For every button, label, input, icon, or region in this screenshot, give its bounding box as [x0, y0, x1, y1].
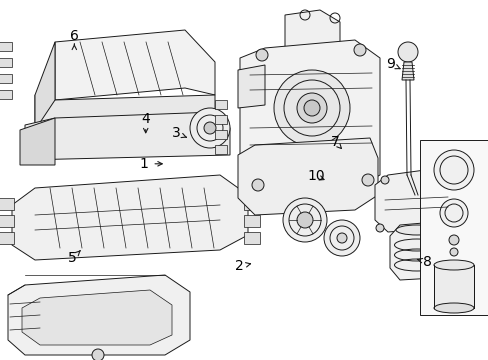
Bar	[244, 215, 260, 227]
Polygon shape	[20, 118, 55, 165]
Bar	[0, 232, 14, 244]
Polygon shape	[433, 265, 473, 308]
Circle shape	[273, 70, 349, 146]
Polygon shape	[22, 290, 172, 345]
Bar	[0, 58, 12, 67]
Bar	[419, 140, 487, 315]
Text: 7: 7	[330, 135, 339, 149]
Circle shape	[448, 235, 458, 245]
Text: 1: 1	[140, 157, 148, 171]
Circle shape	[447, 221, 455, 229]
Polygon shape	[12, 175, 247, 260]
Bar	[215, 145, 226, 154]
Circle shape	[397, 42, 417, 62]
Circle shape	[203, 122, 216, 134]
Circle shape	[353, 44, 365, 56]
Bar	[215, 130, 226, 139]
Text: 8: 8	[423, 255, 431, 269]
Bar	[0, 90, 12, 99]
Circle shape	[439, 199, 467, 227]
Circle shape	[251, 179, 264, 191]
Ellipse shape	[395, 225, 437, 235]
Circle shape	[283, 198, 326, 242]
Polygon shape	[35, 95, 215, 130]
Polygon shape	[55, 30, 215, 100]
Bar	[215, 100, 226, 109]
Circle shape	[449, 248, 457, 256]
Circle shape	[445, 171, 453, 179]
Polygon shape	[240, 40, 379, 192]
Polygon shape	[389, 222, 444, 280]
Circle shape	[336, 233, 346, 243]
Bar	[244, 198, 260, 210]
Circle shape	[296, 212, 312, 228]
Polygon shape	[238, 138, 377, 215]
Text: 4: 4	[141, 112, 150, 126]
Polygon shape	[285, 10, 339, 50]
Bar	[244, 232, 260, 244]
Bar	[0, 215, 14, 227]
Circle shape	[380, 176, 388, 184]
Polygon shape	[25, 112, 229, 160]
Circle shape	[361, 174, 373, 186]
Polygon shape	[8, 275, 190, 355]
Bar	[0, 198, 14, 210]
Circle shape	[324, 220, 359, 256]
Circle shape	[296, 93, 326, 123]
Circle shape	[92, 349, 104, 360]
Text: 2: 2	[235, 260, 244, 273]
Polygon shape	[35, 42, 55, 130]
Bar	[0, 74, 12, 83]
Text: 10: 10	[306, 170, 324, 183]
Text: 3: 3	[171, 126, 180, 140]
Bar	[0, 42, 12, 51]
Text: 6: 6	[70, 29, 79, 43]
Polygon shape	[238, 65, 264, 108]
Bar	[215, 115, 226, 124]
Ellipse shape	[433, 303, 473, 313]
Circle shape	[304, 100, 319, 116]
Polygon shape	[374, 168, 454, 232]
Circle shape	[190, 108, 229, 148]
Ellipse shape	[433, 260, 473, 270]
Circle shape	[256, 49, 267, 61]
Text: 9: 9	[385, 57, 394, 71]
Text: 5: 5	[68, 252, 77, 265]
Circle shape	[375, 224, 383, 232]
Polygon shape	[401, 62, 413, 80]
Circle shape	[433, 150, 473, 190]
